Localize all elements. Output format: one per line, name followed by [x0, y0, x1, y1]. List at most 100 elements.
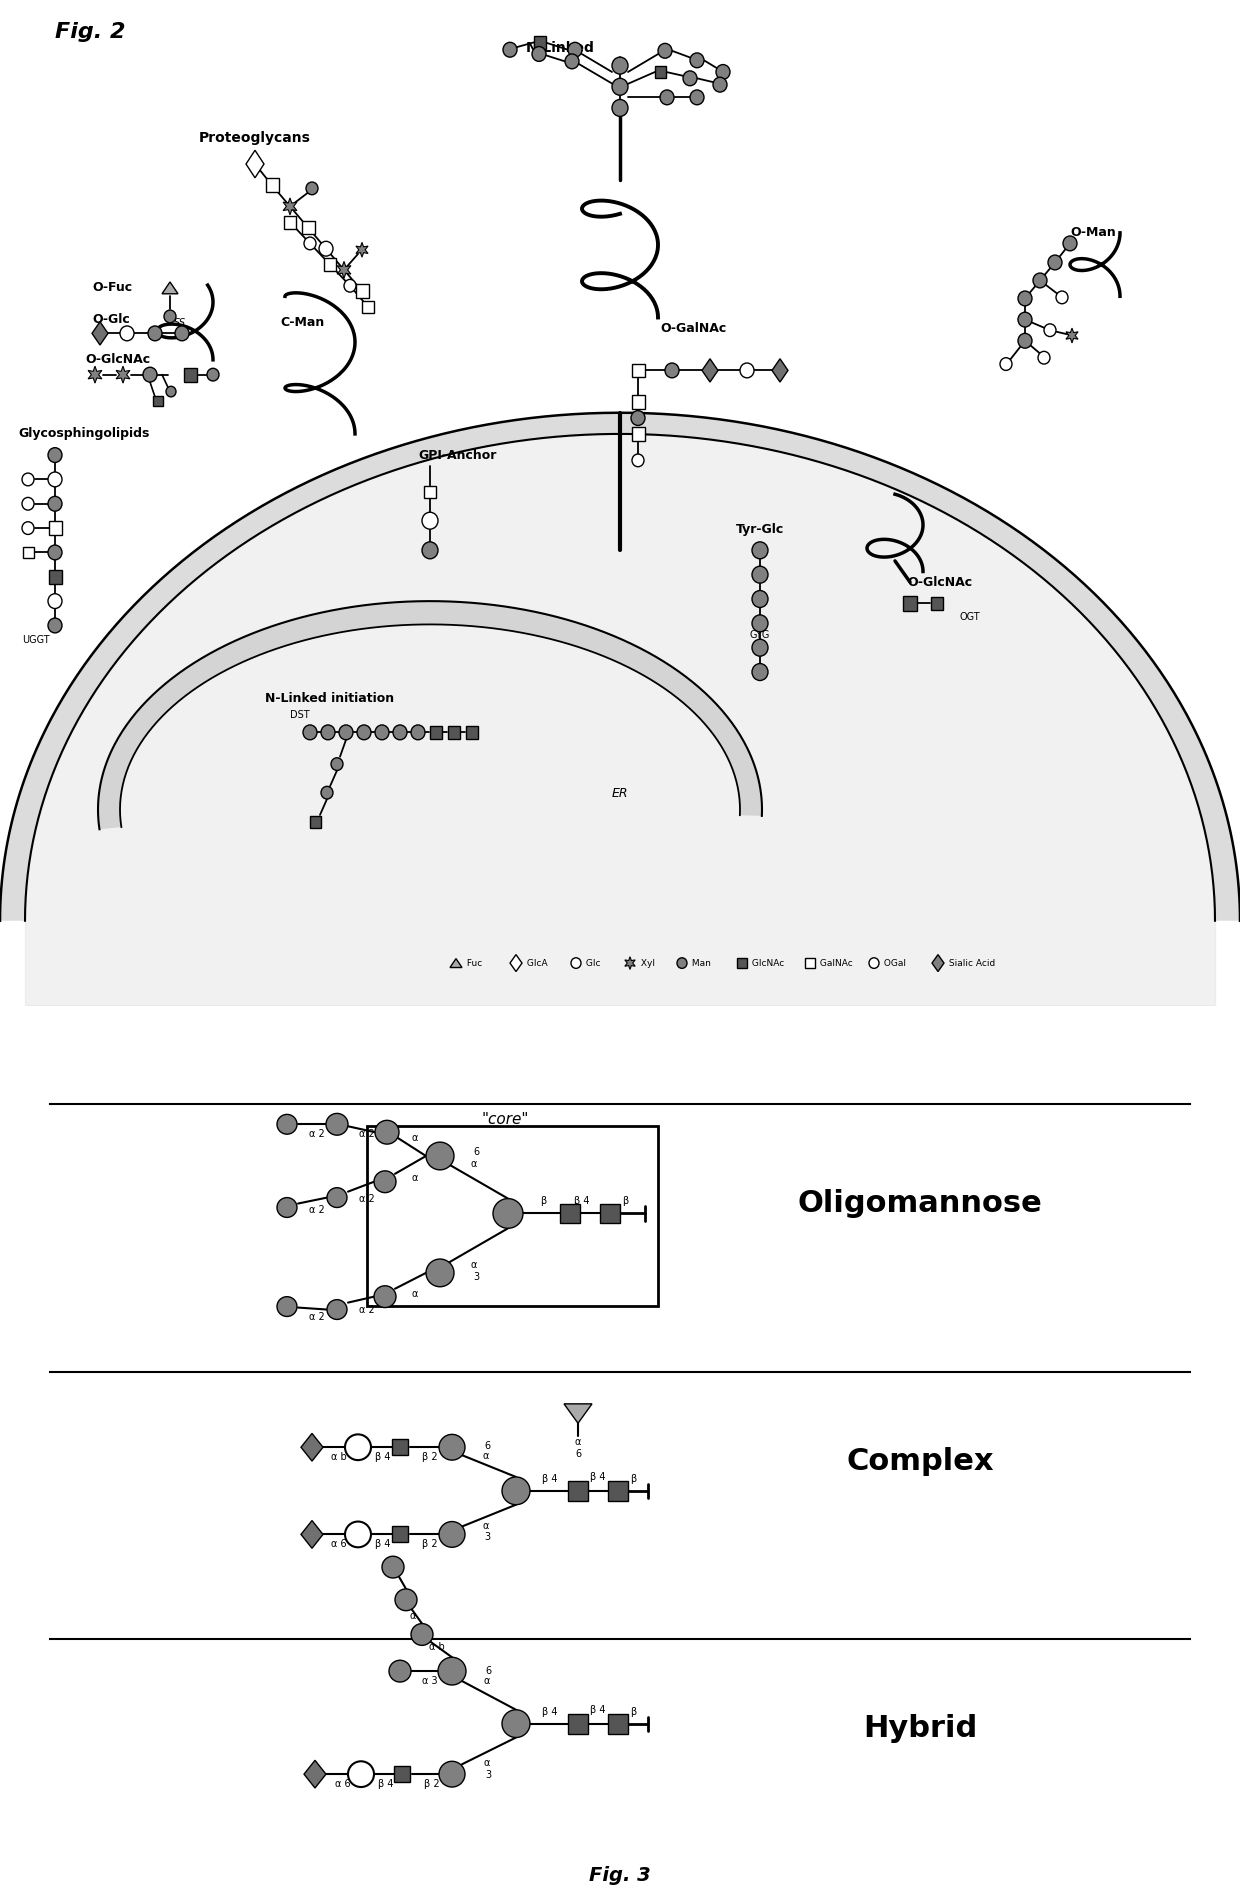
Text: O-Man: O-Man [1070, 226, 1116, 239]
Text: N-Linked: N-Linked [526, 40, 594, 55]
Circle shape [343, 279, 356, 292]
Text: Proteoglycans: Proteoglycans [200, 131, 311, 144]
Text: α: α [575, 1438, 582, 1447]
Bar [22, 546, 33, 558]
Text: β 4: β 4 [542, 1707, 558, 1717]
Text: α 2: α 2 [309, 1129, 325, 1140]
Polygon shape [510, 954, 522, 971]
Circle shape [1063, 235, 1078, 250]
Text: β: β [622, 1195, 629, 1206]
Circle shape [532, 47, 546, 61]
Circle shape [321, 725, 335, 740]
Bar [48, 569, 62, 584]
Circle shape [631, 410, 645, 425]
Circle shape [410, 725, 425, 740]
Circle shape [715, 64, 730, 80]
Circle shape [120, 326, 134, 341]
Polygon shape [98, 601, 763, 829]
Circle shape [374, 1286, 396, 1307]
Circle shape [48, 594, 62, 609]
Text: β 4: β 4 [590, 1705, 606, 1715]
Text: α b: α b [429, 1643, 445, 1652]
Polygon shape [283, 197, 296, 214]
Bar [392, 1527, 408, 1542]
Text: 6: 6 [472, 1148, 479, 1157]
Text: β: β [630, 1474, 636, 1483]
Polygon shape [301, 1521, 322, 1548]
Circle shape [345, 1521, 371, 1548]
Bar [600, 1203, 620, 1224]
Circle shape [410, 1624, 433, 1645]
Text: GYG: GYG [750, 630, 770, 639]
Bar [394, 1766, 410, 1781]
Bar [737, 958, 746, 967]
Bar [448, 727, 460, 738]
Circle shape [427, 1260, 454, 1286]
Circle shape [327, 1188, 347, 1208]
Circle shape [658, 44, 672, 59]
Circle shape [143, 368, 157, 381]
Text: Fig. 2: Fig. 2 [55, 21, 125, 42]
Circle shape [1056, 290, 1068, 304]
Text: 6: 6 [575, 1449, 582, 1459]
Text: α 2: α 2 [309, 1205, 325, 1216]
Polygon shape [450, 958, 463, 967]
Text: O-GlcNAc: O-GlcNAc [908, 575, 972, 588]
Circle shape [438, 1658, 466, 1685]
Circle shape [48, 544, 62, 560]
Circle shape [665, 362, 680, 378]
Circle shape [613, 78, 627, 95]
Circle shape [345, 1434, 371, 1461]
Text: 6: 6 [484, 1442, 490, 1451]
Circle shape [22, 497, 33, 510]
Text: UGGT: UGGT [22, 635, 50, 645]
Circle shape [689, 89, 704, 104]
Text: Hybrid: Hybrid [863, 1715, 977, 1743]
Bar [356, 285, 368, 298]
Text: α: α [484, 1759, 490, 1768]
Bar [560, 1203, 580, 1224]
Bar [608, 1713, 627, 1734]
Circle shape [1048, 254, 1061, 269]
Circle shape [689, 53, 704, 68]
Circle shape [393, 725, 407, 740]
Bar [153, 396, 162, 406]
Circle shape [382, 1556, 404, 1578]
Text: Sialic Acid: Sialic Acid [946, 958, 996, 967]
Circle shape [303, 725, 317, 740]
Circle shape [494, 1199, 523, 1229]
Text: β 4: β 4 [376, 1451, 391, 1463]
Text: N-Linked initiation: N-Linked initiation [265, 692, 394, 706]
Circle shape [503, 42, 517, 57]
Circle shape [740, 362, 754, 378]
Polygon shape [0, 414, 1240, 920]
Text: SS: SS [174, 319, 186, 328]
Text: α: α [482, 1521, 490, 1531]
Circle shape [1038, 351, 1050, 364]
Text: α: α [412, 1133, 418, 1144]
Circle shape [751, 639, 768, 656]
Text: 3: 3 [484, 1533, 490, 1542]
Circle shape [422, 512, 438, 529]
Text: Tyr-Glc: Tyr-Glc [735, 524, 784, 535]
Text: α b: α b [331, 1451, 347, 1463]
Text: GalNAc: GalNAc [817, 958, 853, 967]
Text: O-GalNAc: O-GalNAc [660, 322, 727, 334]
Text: DST: DST [290, 711, 310, 721]
Text: OGal: OGal [880, 958, 906, 967]
Circle shape [277, 1298, 298, 1317]
Circle shape [326, 1114, 348, 1134]
Circle shape [683, 70, 697, 85]
Text: β 4: β 4 [378, 1779, 394, 1789]
Text: α 3: α 3 [422, 1677, 438, 1686]
Circle shape [306, 182, 317, 195]
Text: Glc: Glc [583, 958, 600, 967]
Circle shape [565, 53, 579, 68]
Polygon shape [1066, 328, 1078, 343]
Text: β 2: β 2 [422, 1538, 438, 1550]
Circle shape [277, 1114, 298, 1134]
Text: α 6: α 6 [335, 1779, 351, 1789]
Text: 3: 3 [472, 1271, 479, 1282]
Text: β 4: β 4 [542, 1474, 558, 1483]
Circle shape [439, 1521, 465, 1548]
